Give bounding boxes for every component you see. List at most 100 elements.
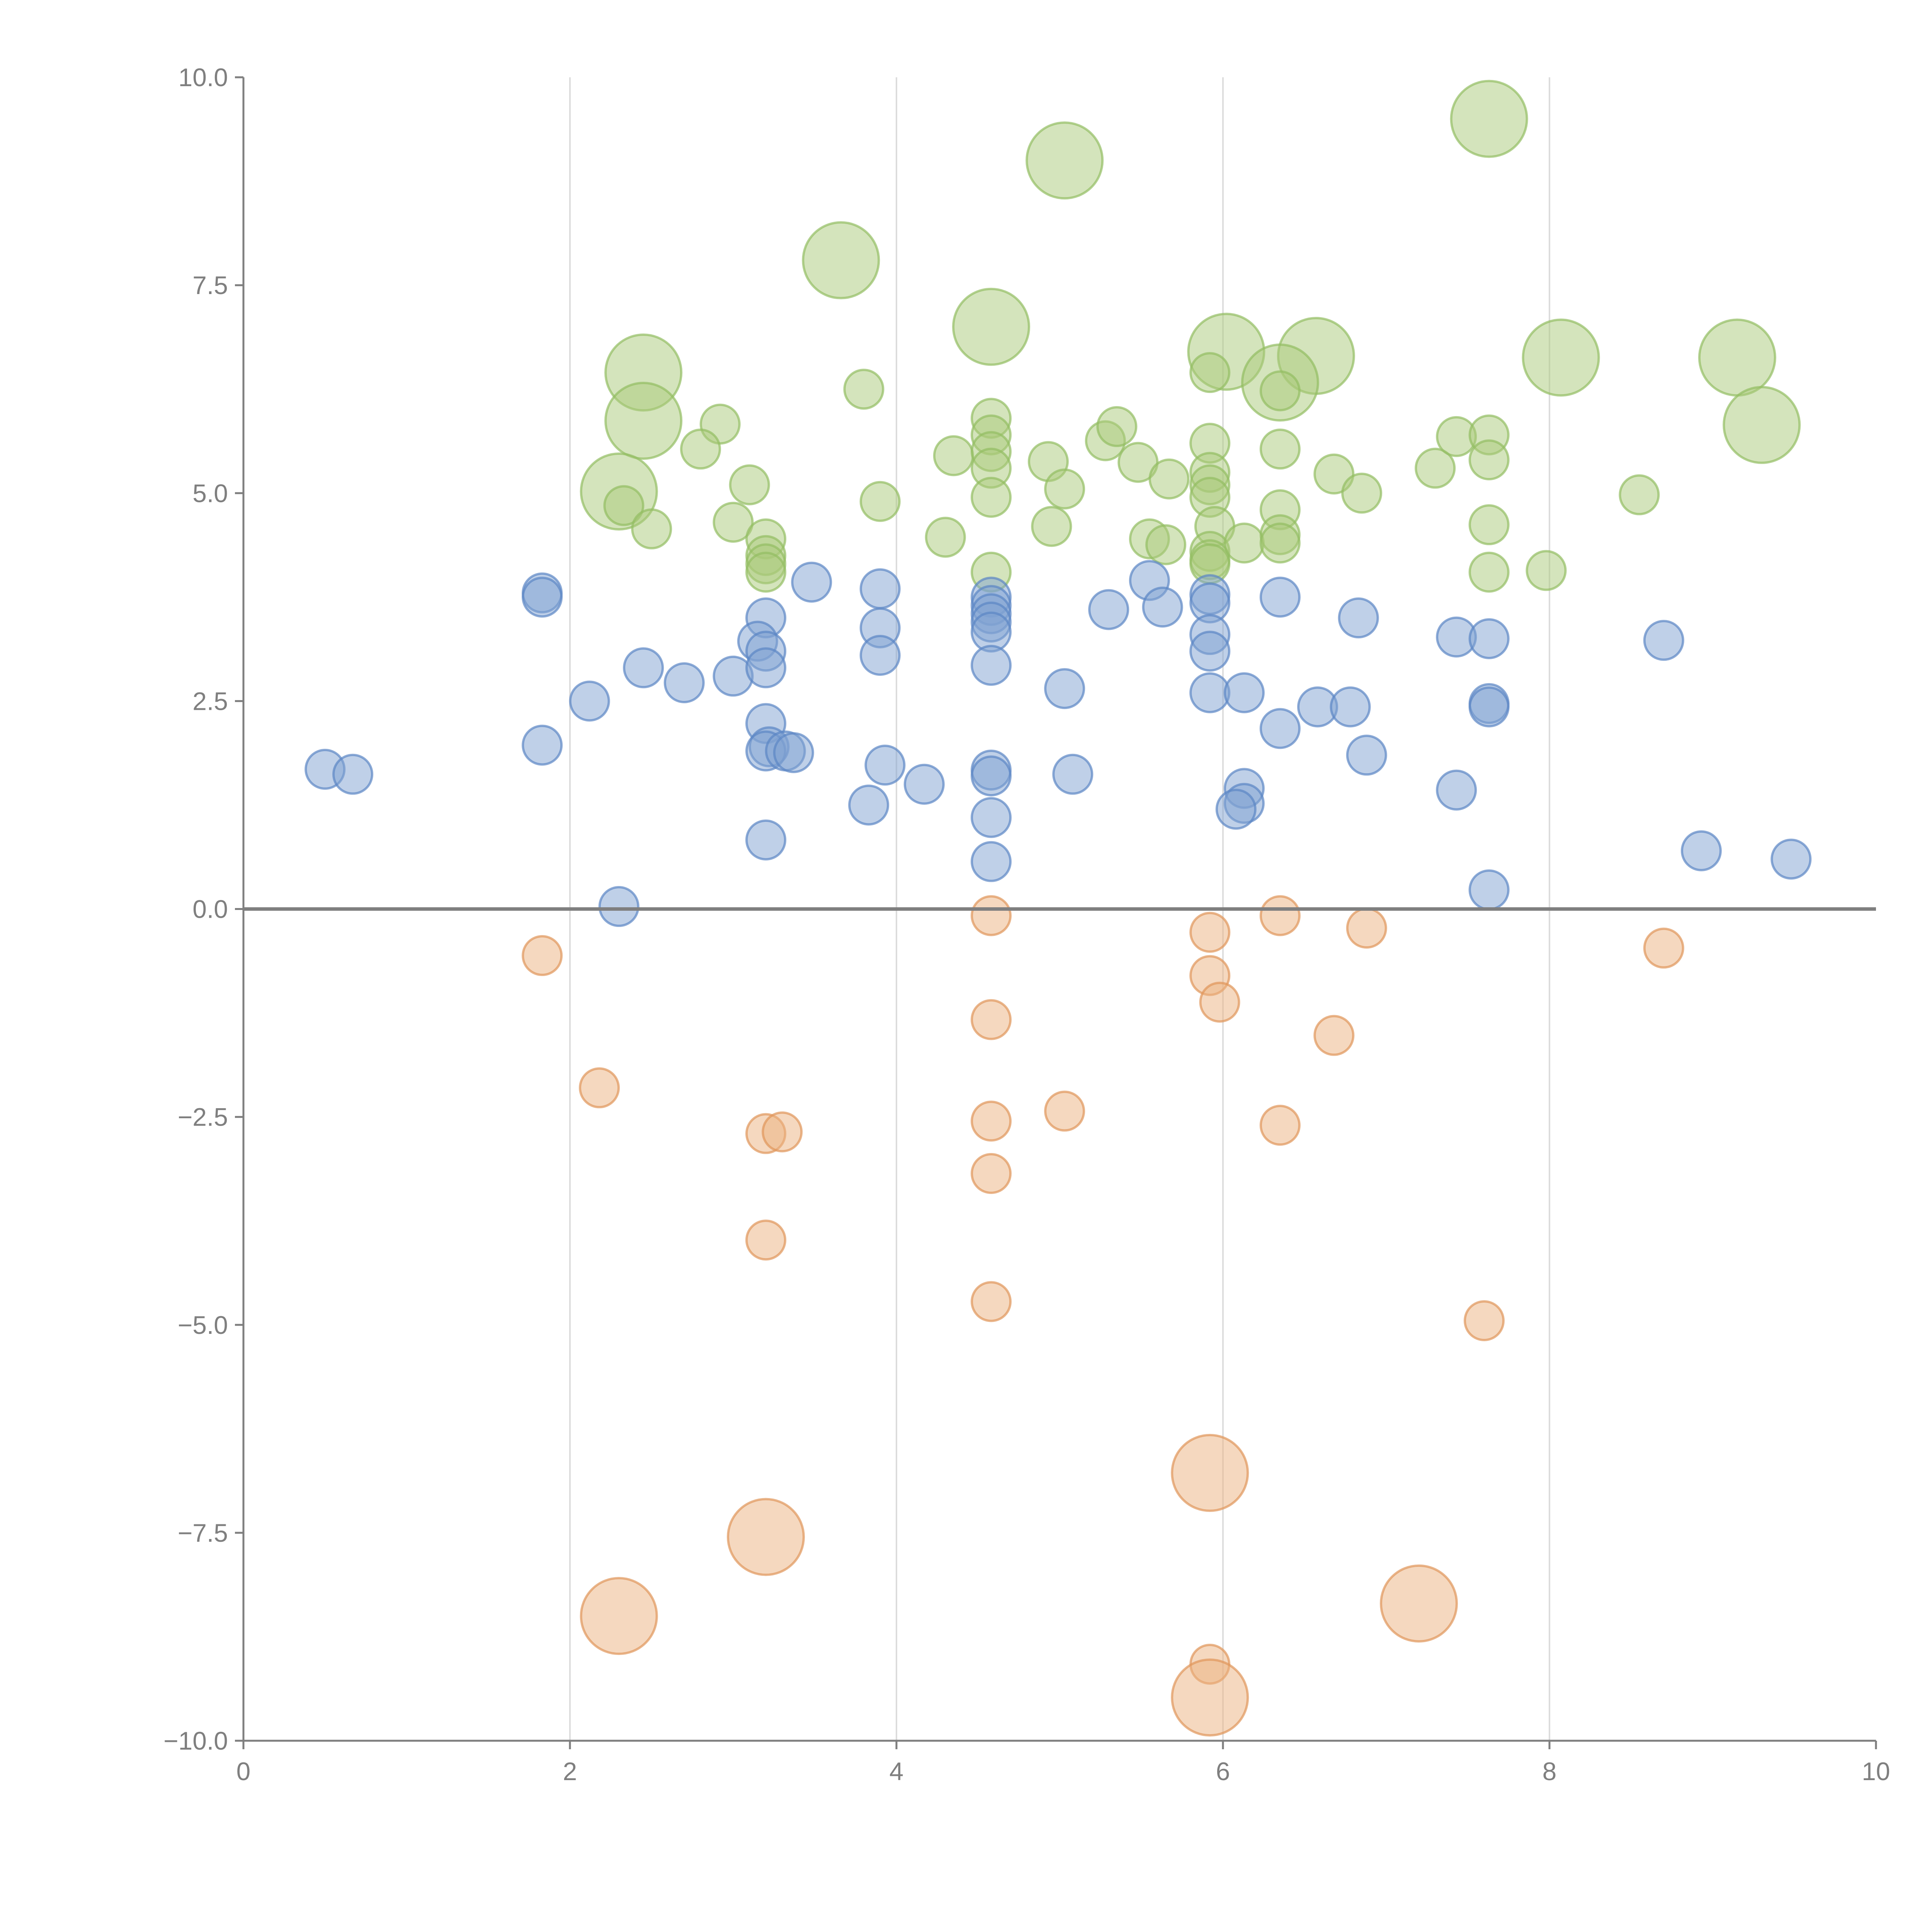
point-blue: [903, 764, 945, 805]
point-blue: [1052, 753, 1094, 795]
series-orange: [522, 895, 1684, 1737]
x-tick-label: 10: [1862, 1757, 1890, 1786]
point-blue: [1338, 597, 1379, 639]
series-blue: [304, 560, 1812, 927]
point-green: [1468, 504, 1510, 546]
y-axis-ticks: −10.0 −7.5 −5.0 −2.5 0.0 2.5 5.0 7.5 10.0: [163, 63, 243, 1755]
y-tick-label: −10.0: [163, 1726, 228, 1755]
point-orange: [971, 999, 1012, 1040]
point-green: [859, 481, 901, 522]
point-blue: [1259, 577, 1301, 618]
point-orange: [971, 895, 1012, 936]
point-green: [843, 369, 884, 410]
point-green: [1148, 458, 1190, 500]
point-blue: [1189, 672, 1231, 713]
point-blue: [1044, 668, 1085, 709]
point-green: [1723, 386, 1801, 464]
point-green: [729, 464, 770, 505]
y-tick-label: 5.0: [192, 479, 228, 507]
point-blue: [745, 647, 786, 689]
point-orange: [1044, 1090, 1085, 1132]
y-tick-label: −7.5: [178, 1519, 228, 1547]
point-blue: [598, 886, 639, 927]
point-blue: [791, 561, 832, 603]
point-blue: [859, 568, 901, 609]
point-orange: [1643, 927, 1684, 969]
point-blue: [745, 819, 786, 861]
point-blue: [1468, 869, 1510, 910]
x-tick-label: 2: [563, 1757, 577, 1786]
point-blue: [1189, 631, 1231, 672]
point-green: [1259, 370, 1301, 412]
point-blue: [971, 797, 1012, 838]
point-green: [952, 287, 1031, 366]
point-green: [1522, 318, 1600, 397]
point-green: [1341, 473, 1383, 514]
point-orange: [1346, 908, 1387, 949]
point-green: [1145, 524, 1187, 565]
point-orange: [727, 1498, 805, 1576]
y-tick-label: −2.5: [178, 1103, 228, 1131]
point-orange: [971, 1100, 1012, 1142]
point-green: [925, 517, 966, 558]
x-tick-label: 8: [1543, 1757, 1557, 1786]
point-orange: [1464, 1300, 1505, 1341]
x-axis-ticks: 0 2 4 6 8 10: [236, 1741, 1890, 1786]
point-green: [604, 381, 683, 460]
point-orange: [522, 935, 563, 976]
point-green: [802, 221, 880, 299]
y-tick-label: 2.5: [192, 687, 228, 715]
point-green: [1468, 551, 1510, 593]
point-blue: [864, 745, 906, 786]
point-green: [631, 508, 672, 549]
point-green: [1096, 406, 1138, 447]
point-green: [1044, 468, 1085, 510]
point-blue: [971, 645, 1012, 686]
y-tick-label: 0.0: [192, 895, 228, 923]
point-green: [1259, 522, 1301, 564]
point-orange: [1171, 1658, 1249, 1737]
point-green: [933, 435, 974, 476]
point-blue: [1680, 830, 1722, 871]
point-orange: [1259, 1105, 1301, 1146]
point-blue: [1330, 686, 1371, 728]
point-blue: [848, 784, 889, 826]
point-blue: [522, 724, 563, 766]
point-blue: [1215, 789, 1257, 830]
point-green: [1031, 506, 1072, 547]
x-tick-label: 0: [236, 1757, 251, 1786]
data-points: [304, 80, 1812, 1737]
point-orange: [580, 1577, 658, 1655]
point-orange: [1380, 1564, 1458, 1643]
point-orange: [971, 1281, 1012, 1322]
point-green: [1526, 550, 1567, 591]
point-blue: [332, 753, 374, 795]
point-green: [1450, 80, 1528, 158]
point-blue: [1468, 618, 1510, 659]
y-tick-label: 7.5: [192, 271, 228, 299]
point-orange: [1189, 912, 1231, 953]
point-blue: [1088, 589, 1129, 630]
point-green: [1698, 318, 1776, 397]
point-blue: [773, 732, 814, 773]
point-blue: [1259, 708, 1301, 749]
point-green: [745, 551, 786, 593]
point-orange: [1313, 1015, 1355, 1056]
point-green: [1468, 439, 1510, 481]
point-green: [603, 485, 645, 526]
point-green: [713, 502, 754, 543]
point-green: [1619, 474, 1660, 515]
point-blue: [1770, 838, 1812, 880]
point-orange: [1199, 981, 1240, 1023]
point-blue: [1643, 620, 1684, 661]
point-green: [1189, 352, 1231, 393]
point-green: [1026, 121, 1104, 200]
point-blue: [1436, 769, 1477, 811]
point-green: [1415, 447, 1456, 489]
point-blue: [663, 662, 705, 704]
y-tick-label: 10.0: [179, 63, 228, 92]
point-blue: [522, 577, 563, 618]
y-tick-label: −5.0: [178, 1311, 228, 1339]
point-green: [680, 429, 721, 470]
